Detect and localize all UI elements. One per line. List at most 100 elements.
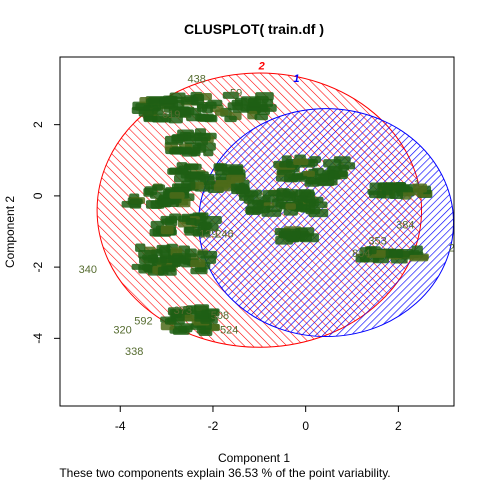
point-mark [202,215,222,225]
point-mark [172,328,190,335]
point-mark [200,327,211,335]
point-label: 59 [230,88,242,100]
point-mark [161,264,176,271]
point-mark [169,147,186,155]
point-mark [262,190,281,197]
point-mark [169,213,182,221]
x-tick-label: -4 [115,419,126,433]
cluster-labels: 12 [258,60,300,84]
point-mark [222,91,239,99]
point-mark [374,250,389,257]
point-mark [194,310,209,319]
x-tick-label: -2 [208,419,219,433]
point-label: 246 [215,228,233,240]
point-mark [150,220,165,229]
y-tick-label: 2 [31,121,45,128]
x-axis-label: Component 1 [218,451,290,465]
point-label: 804 [352,248,370,260]
point-mark [171,109,187,118]
point-mark [201,114,217,122]
point-mark [190,259,206,268]
point-mark [262,194,279,203]
cluster-1-ellipse [198,108,454,338]
point-mark [207,99,223,106]
point-mark [412,183,428,193]
point-mark [226,174,245,183]
point-mark [164,318,177,325]
y-tick-label: 0 [31,192,45,199]
point-label: 320 [113,324,131,336]
point-mark [232,104,250,113]
point-mark [291,175,308,182]
point-mark [303,170,315,177]
point-mark [409,254,429,262]
point-mark [182,305,194,314]
point-mark [197,250,218,259]
point-mark [159,96,177,104]
cluster-1-label: 1 [293,73,299,85]
point-mark [312,167,324,176]
point-mark [178,215,191,222]
point-label: 619 [162,109,180,121]
point-label: 2 [449,243,455,255]
point-mark [215,173,228,181]
y-tick-label: -2 [31,261,45,272]
point-mark [213,163,225,172]
point-mark [329,170,348,178]
point-label: 129 [199,228,217,240]
y-axis-label: Component 2 [3,196,17,268]
point-mark [160,225,174,235]
point-mark [224,115,237,123]
point-mark [152,184,166,191]
point-mark [169,192,185,199]
point-label: 592 [134,316,152,328]
point-mark [338,162,356,170]
point-mark [190,267,208,275]
x-tick-label: 2 [395,419,402,433]
point-label: 524 [220,324,238,336]
point-mark [150,200,163,209]
point-mark [129,198,143,205]
chart-subtitle: These two components explain 36.53 % of … [59,466,390,480]
point-label: 438 [188,73,206,85]
point-mark [174,323,194,330]
x-tick-label: 0 [302,419,309,433]
point-mark [192,144,207,153]
point-mark [252,205,270,214]
point-mark [323,159,342,168]
point-mark [281,155,292,163]
point-mark [266,205,283,213]
point-mark [295,189,315,198]
point-mark [254,113,268,121]
point-mark [244,189,262,197]
point-mark [285,203,296,210]
point-mark [247,98,262,107]
point-label: 340 [79,264,97,276]
point-mark [378,182,395,191]
x-axis: -4 -2 0 2 [115,406,402,433]
point-mark [184,227,205,236]
point-mark [164,135,184,145]
y-tick-label: -4 [31,333,45,344]
point-mark [193,93,205,102]
point-label: 373 [174,305,192,317]
point-mark [365,246,377,255]
cluster-2-label: 2 [258,60,265,72]
point-mark [213,183,232,192]
point-mark [135,243,146,252]
point-label: 384 [396,219,414,231]
point-label: 353 [368,235,386,247]
point-mark [385,248,403,258]
point-mark [135,103,150,111]
point-mark [169,309,182,318]
point-mark [138,250,158,259]
point-mark [314,174,329,183]
point-mark [184,163,199,170]
point-mark [174,174,191,183]
point-label: 338 [125,346,143,358]
point-mark [168,255,186,264]
plot-frame [59,56,455,407]
